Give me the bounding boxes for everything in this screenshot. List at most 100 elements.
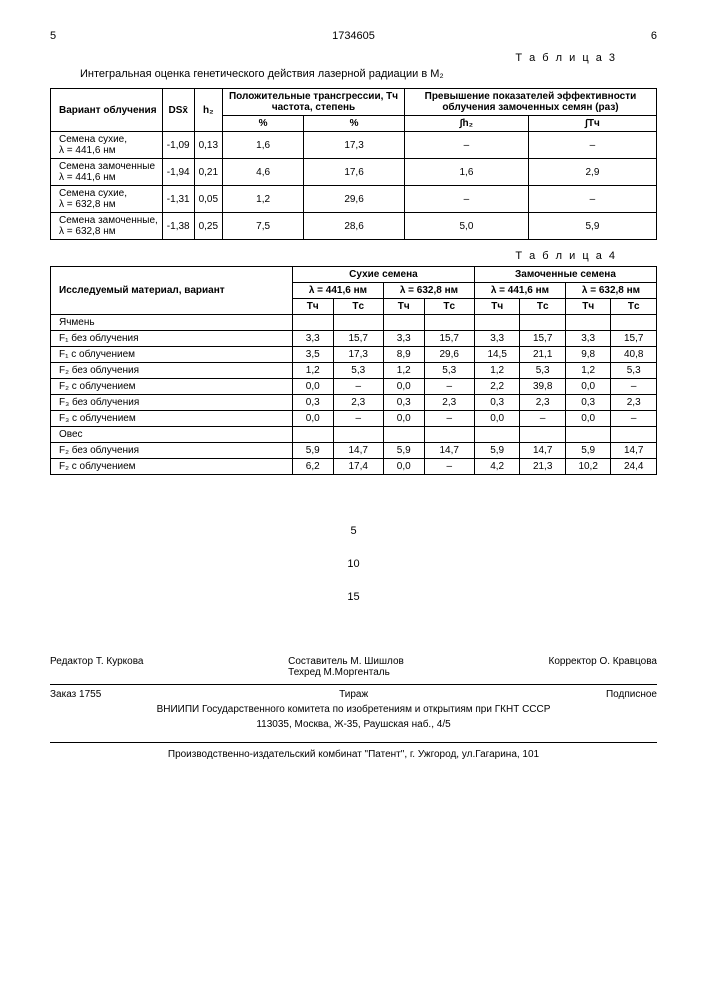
t4-col-material: Исследуемый материал, вариант: [51, 267, 293, 315]
page-header: 5 1734605 6: [50, 30, 657, 42]
cell: -1,38: [162, 213, 194, 240]
cell: –: [424, 459, 474, 475]
t3-col-trans: Положительные трансгрессии, Tч частота, …: [223, 89, 405, 116]
table-row: F₂ с облучением0,0–0,0–2,239,80,0–: [51, 379, 657, 395]
cell: 17,3: [304, 132, 405, 159]
cell: [611, 315, 657, 331]
corrector: Корректор О. Кравцова: [549, 656, 657, 678]
cell: 14,7: [520, 443, 566, 459]
cell: 5,3: [520, 363, 566, 379]
cell: 1,6: [404, 159, 528, 186]
cell: [292, 315, 333, 331]
cell: 5,9: [474, 443, 519, 459]
section-row: Ячмень: [51, 315, 657, 331]
cell: [383, 315, 424, 331]
t3-sub-h2: ∫h₂: [404, 116, 528, 132]
printer: Производственно-издательский комбинат "П…: [50, 742, 657, 760]
cell: –: [520, 411, 566, 427]
cell-label: F₃ без облучения: [51, 395, 293, 411]
colophon: Редактор Т. Куркова Составитель М. Шишло…: [50, 654, 657, 760]
cell: -1,94: [162, 159, 194, 186]
t3-col-variant: Вариант облучения: [51, 89, 163, 132]
table-row: F₁ без облучения3,315,73,315,73,315,73,3…: [51, 331, 657, 347]
cell: 0,0: [383, 411, 424, 427]
cell: –: [611, 379, 657, 395]
cell: 2,3: [611, 395, 657, 411]
table3: Вариант облучения DSx̄ h₂ Положительные …: [50, 88, 657, 240]
header-right: 6: [651, 30, 657, 42]
line-numbers: 5 10 15: [50, 515, 657, 614]
cell: 1,2: [383, 363, 424, 379]
t3-col-h2: h₂: [194, 89, 222, 132]
cell: 0,05: [194, 186, 222, 213]
cell: 6,2: [292, 459, 333, 475]
cell: 21,3: [520, 459, 566, 475]
cell: 0,0: [383, 459, 424, 475]
cell: 1,6: [223, 132, 304, 159]
cell: –: [424, 379, 474, 395]
t4-tch: Tч: [565, 299, 610, 315]
cell: 4,6: [223, 159, 304, 186]
table-row: F₃ без облучения0,32,30,32,30,32,30,32,3: [51, 395, 657, 411]
cell: 0,25: [194, 213, 222, 240]
sign: Подписное: [606, 689, 657, 700]
techred: Техред М.Моргенталь: [288, 667, 390, 678]
cell: 2,3: [424, 395, 474, 411]
t3-sub-pct1: %: [223, 116, 304, 132]
table-row: F₂ без облучения5,914,75,914,75,914,75,9…: [51, 443, 657, 459]
table-row: Семена замоченныеλ = 441,6 нм -1,94 0,21…: [51, 159, 657, 186]
cell: 1,2: [223, 186, 304, 213]
cell: 3,3: [292, 331, 333, 347]
cell: –: [404, 186, 528, 213]
cell: –: [424, 411, 474, 427]
cell: 29,6: [424, 347, 474, 363]
cell: 15,7: [611, 331, 657, 347]
cell: [520, 315, 566, 331]
cell-label: F₃ с облучением: [51, 411, 293, 427]
cell: 0,0: [292, 411, 333, 427]
cell: [474, 315, 519, 331]
cell: 0,3: [383, 395, 424, 411]
cell: 8,9: [383, 347, 424, 363]
cell: 14,7: [611, 443, 657, 459]
cell: 2,2: [474, 379, 519, 395]
cell: 0,0: [474, 411, 519, 427]
tirazh: Тираж: [339, 689, 368, 700]
cell-label: F₂ без облучения: [51, 363, 293, 379]
cell: 5,9: [565, 443, 610, 459]
cell: 21,1: [520, 347, 566, 363]
cell: 5,3: [611, 363, 657, 379]
cell: 24,4: [611, 459, 657, 475]
t3-sub-t: ∫Tч: [528, 116, 656, 132]
cell-label: F₁ с облучением: [51, 347, 293, 363]
order: Заказ 1755: [50, 689, 101, 700]
cell: 3,3: [565, 331, 610, 347]
cell: 0,3: [474, 395, 519, 411]
cell: [611, 427, 657, 443]
table3-caption: Т а б л и ц а 3: [50, 52, 617, 64]
mark-5: 5: [50, 515, 657, 548]
cell: 14,7: [333, 443, 383, 459]
cell: 5,9: [383, 443, 424, 459]
cell: 0,3: [565, 395, 610, 411]
cell: 40,8: [611, 347, 657, 363]
cell-label: F₂ с облучением: [51, 459, 293, 475]
cell: –: [611, 411, 657, 427]
t3-col-ds: DSx̄: [162, 89, 194, 132]
t4-group-soaked: Замоченные семена: [474, 267, 656, 283]
cell: [565, 315, 610, 331]
cell: 28,6: [304, 213, 405, 240]
table-row: F₁ с облучением3,517,38,929,614,521,19,8…: [51, 347, 657, 363]
table4: Исследуемый материал, вариант Сухие семе…: [50, 266, 657, 475]
t4-tc: Tс: [611, 299, 657, 315]
table-row: Семена замоченные,λ = 632,8 нм -1,38 0,2…: [51, 213, 657, 240]
t3-sub-pct2: %: [304, 116, 405, 132]
cell: 5,3: [424, 363, 474, 379]
cell: –: [528, 186, 656, 213]
compiler: Составитель М. Шишлов: [288, 656, 404, 667]
cell: 14,7: [424, 443, 474, 459]
t4-tch: Tч: [292, 299, 333, 315]
cell: –: [528, 132, 656, 159]
cell: -1,09: [162, 132, 194, 159]
table3-title: Интегральная оценка генетического действ…: [80, 68, 657, 80]
